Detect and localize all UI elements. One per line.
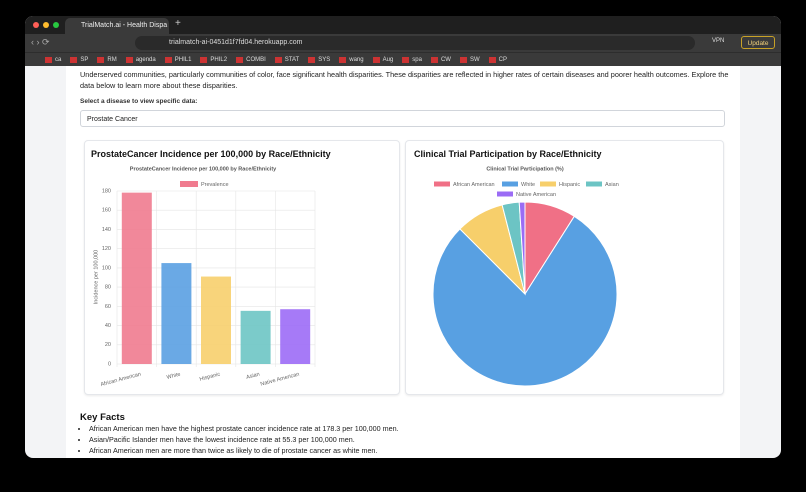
legend-swatch	[497, 191, 513, 197]
nav-buttons[interactable]: ‹ › ⟳	[31, 37, 50, 47]
minimize-button[interactable]	[43, 22, 49, 28]
x-tick-label: African American	[100, 372, 142, 389]
bookmark[interactable]: RM	[97, 56, 117, 63]
y-tick-label: 100	[102, 265, 111, 271]
bookmark[interactable]: PHIL1	[164, 56, 191, 63]
key-facts-title: Key Facts	[80, 412, 125, 423]
legend-label: White	[521, 182, 535, 188]
key-facts-list: African American men have the highest pr…	[75, 423, 399, 456]
select-label: Select a disease to view specific data:	[80, 98, 198, 105]
y-tick-label: 160	[102, 208, 111, 214]
y-tick-label: 20	[105, 342, 111, 348]
legend-swatch	[540, 181, 556, 187]
key-fact: African American men have the highest pr…	[89, 423, 399, 434]
url: trialmatch-ai-0451d1f7fd04.herokuapp.com	[169, 39, 303, 46]
bookmark[interactable]: CP	[488, 56, 507, 63]
legend-label: Prevalence	[201, 182, 229, 188]
x-tick-label: Native American	[260, 372, 300, 388]
legend-label: African American	[453, 182, 495, 188]
bookmark[interactable]: Aug	[372, 56, 393, 63]
pie-slice	[432, 215, 618, 387]
legend-swatch	[502, 181, 518, 187]
y-axis-label: Incidence per 100,000	[93, 250, 99, 304]
bookmark[interactable]: PHIL2	[200, 56, 227, 63]
chart-title: ProstateCancer Incidence per 100,000 by …	[130, 166, 277, 172]
y-tick-label: 120	[102, 246, 111, 252]
legend-label: Hispanic	[559, 182, 580, 188]
bookmark[interactable]: CW	[430, 56, 451, 63]
close-button[interactable]	[33, 22, 39, 28]
y-tick-label: 140	[102, 227, 111, 233]
bookmark[interactable]: STAT	[274, 56, 299, 63]
bar	[201, 276, 231, 364]
bookmark[interactable]: SP	[70, 56, 88, 63]
active-tab[interactable]: TrialMatch.ai - Health Dispa	[65, 18, 169, 34]
x-tick-label: White	[166, 372, 181, 381]
bar	[121, 192, 152, 364]
key-fact: Asian/Pacific Islander men have the lowe…	[89, 434, 399, 445]
vpn-button[interactable]: VPN	[712, 38, 725, 44]
zoom-button[interactable]	[53, 22, 59, 28]
bookmark[interactable]: agenda	[125, 56, 156, 63]
bar	[240, 310, 271, 364]
disease-select[interactable]: Prostate Cancer	[80, 110, 725, 127]
bookmark[interactable]: wang	[339, 56, 364, 63]
x-tick-label: Hispanic	[199, 371, 221, 382]
y-tick-label: 0	[108, 361, 111, 367]
intro-text: Underserved communities, particularly co…	[80, 70, 729, 90]
bar	[161, 263, 192, 364]
legend-swatch	[586, 181, 602, 187]
bookmark[interactable]: SYS	[308, 56, 330, 63]
bookmark[interactable]: ca	[45, 56, 61, 63]
tab-bar: TrialMatch.ai - Health Dispa +	[25, 16, 781, 34]
x-tick-label: Asian	[246, 372, 261, 381]
new-tab-button[interactable]: +	[175, 18, 181, 29]
key-fact: African American men are more than twice…	[89, 445, 399, 456]
y-tick-label: 40	[105, 323, 111, 329]
bookmark[interactable]: COMBI	[236, 56, 266, 63]
charts: ProstateCancer Incidence per 100,000 by …	[93, 166, 619, 389]
y-tick-label: 180	[102, 188, 111, 194]
chart-title: Clinical Trial Participation (%)	[486, 166, 563, 172]
legend-swatch	[434, 181, 450, 187]
bookmark[interactable]: spa	[402, 56, 422, 63]
card-title: ProstateCancer Incidence per 100,000 by …	[91, 149, 331, 159]
pie-slice	[518, 201, 526, 295]
bookmarks-bar: ca SP RM agenda PHIL1 PHIL2 COMBI STAT SYS wang Au…	[25, 52, 781, 66]
legend-swatch	[180, 181, 198, 187]
bookmark[interactable]: SW	[459, 56, 480, 63]
y-tick-label: 60	[105, 304, 111, 310]
update-button[interactable]: Update	[741, 36, 775, 49]
legend-label: Asian	[605, 182, 619, 188]
bar	[280, 309, 311, 364]
y-tick-label: 80	[105, 285, 111, 291]
legend-label: Native American	[516, 192, 556, 198]
address-bar[interactable]: trialmatch-ai-0451d1f7fd04.herokuapp.com	[135, 36, 695, 50]
card-title: Clinical Trial Participation by Race/Eth…	[414, 149, 602, 159]
toolbar: ‹ › ⟳ trialmatch-ai-0451d1f7fd04.herokua…	[25, 34, 781, 52]
